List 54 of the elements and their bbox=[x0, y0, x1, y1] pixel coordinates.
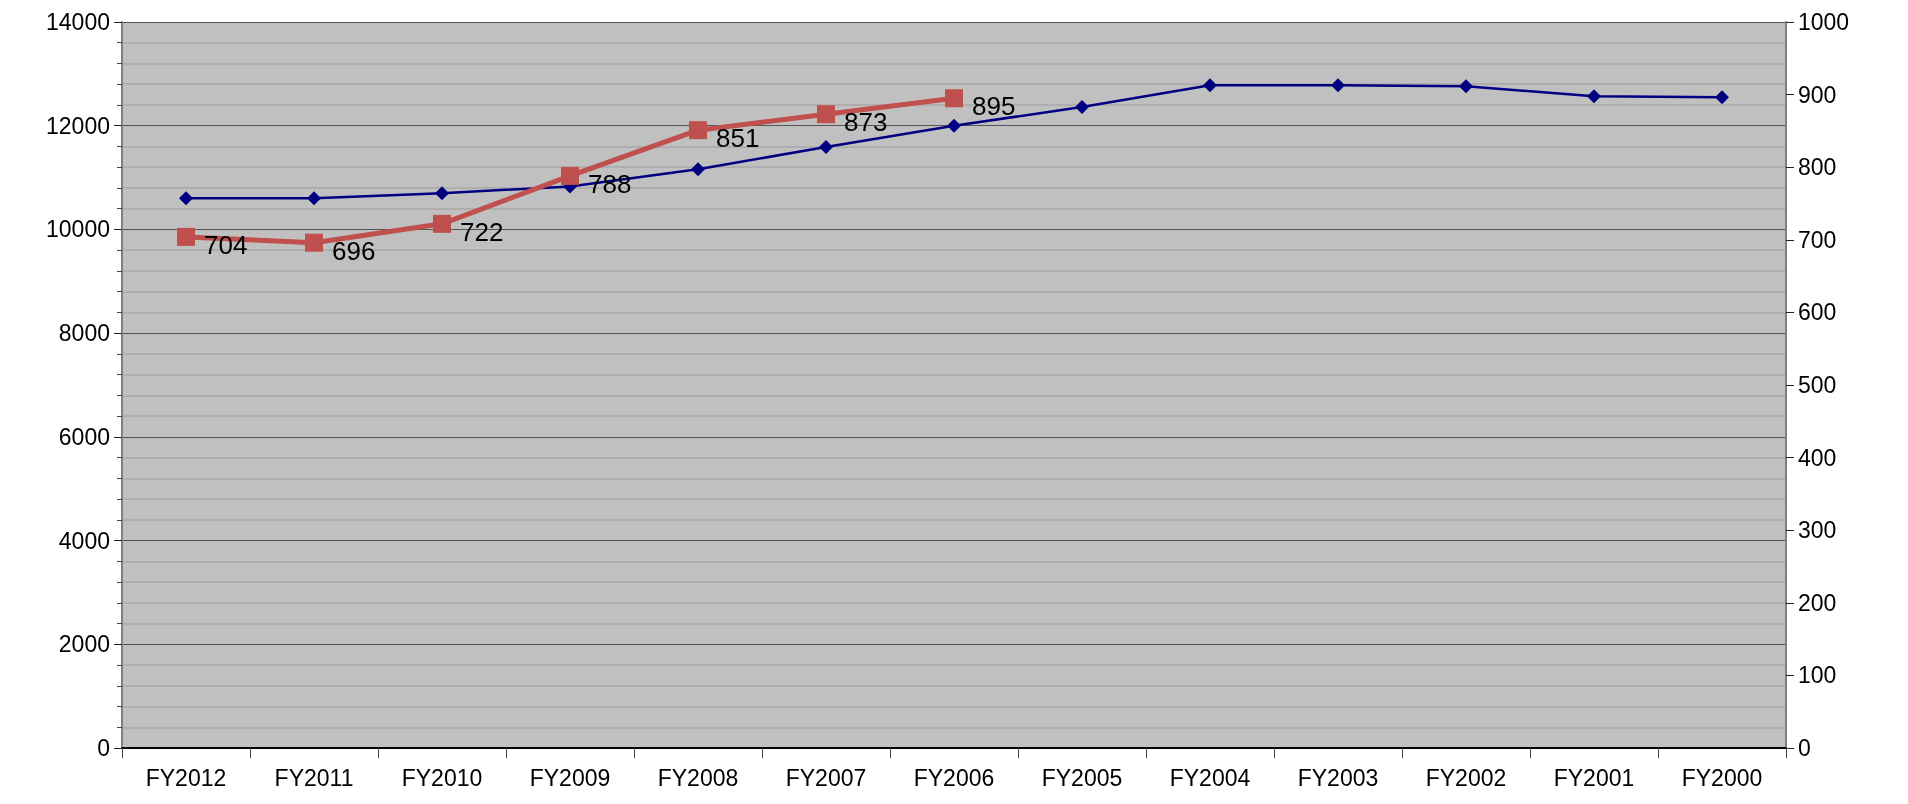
point bbox=[947, 118, 961, 133]
data-label: 696 bbox=[332, 235, 376, 266]
point bbox=[1587, 89, 1601, 104]
point bbox=[817, 105, 835, 124]
y-tick-label: 10000 bbox=[46, 216, 110, 243]
point bbox=[1331, 78, 1345, 93]
y-tick-label: 4000 bbox=[58, 527, 110, 554]
point bbox=[179, 191, 193, 206]
x-tick-label: FY2012 bbox=[145, 764, 227, 791]
x-tick-label: FY2001 bbox=[1553, 764, 1635, 791]
point bbox=[305, 233, 323, 252]
x-tick-label: FY2006 bbox=[913, 764, 995, 791]
point bbox=[1715, 90, 1729, 105]
y2-tick-label: 600 bbox=[1798, 299, 1837, 326]
point bbox=[307, 191, 321, 206]
y-tick-label: 0 bbox=[97, 735, 110, 761]
y2-tick-label: 400 bbox=[1798, 444, 1837, 471]
x-tick-label: FY2000 bbox=[1681, 764, 1763, 791]
y-tick-label: 12000 bbox=[46, 112, 110, 139]
point bbox=[561, 166, 579, 185]
x-tick-label: FY2007 bbox=[785, 764, 867, 791]
data-label: 895 bbox=[972, 91, 1016, 122]
y-tick-label: 8000 bbox=[58, 320, 110, 347]
data-label: 851 bbox=[716, 123, 760, 154]
x-tick-label: FY2011 bbox=[274, 764, 354, 791]
point bbox=[689, 121, 707, 140]
point bbox=[819, 139, 833, 154]
x-tick-label: FY2004 bbox=[1169, 764, 1251, 791]
y2-tick-label: 700 bbox=[1798, 226, 1837, 253]
point bbox=[1075, 100, 1089, 115]
y-tick-label: 14000 bbox=[46, 9, 110, 35]
y2-tick-label: 800 bbox=[1798, 154, 1837, 181]
point bbox=[177, 227, 195, 246]
point bbox=[435, 186, 449, 201]
x-tick-label: FY2008 bbox=[657, 764, 739, 791]
y-tick-label: 2000 bbox=[58, 631, 110, 658]
x-tick-label: FY2002 bbox=[1425, 764, 1507, 791]
point bbox=[945, 89, 963, 108]
y2-tick-label: 1000 bbox=[1798, 9, 1850, 35]
point bbox=[433, 214, 451, 233]
y2-tick-label: 300 bbox=[1798, 517, 1837, 544]
y2-tick-label: 900 bbox=[1798, 81, 1837, 108]
point bbox=[691, 162, 705, 177]
y2-tick-label: 500 bbox=[1798, 372, 1837, 398]
point bbox=[1203, 78, 1217, 93]
y-tick-label: 6000 bbox=[58, 423, 110, 450]
point bbox=[1459, 79, 1473, 94]
x-tick-label: FY2010 bbox=[401, 764, 483, 791]
x-tick-label: FY2009 bbox=[529, 764, 611, 791]
x-tick-label: FY2005 bbox=[1041, 764, 1123, 791]
y2-tick-label: 100 bbox=[1798, 662, 1837, 689]
x-tick-label: FY2003 bbox=[1297, 764, 1379, 791]
y2-tick-label: 0 bbox=[1798, 735, 1811, 761]
y2-tick-label: 200 bbox=[1798, 589, 1837, 616]
